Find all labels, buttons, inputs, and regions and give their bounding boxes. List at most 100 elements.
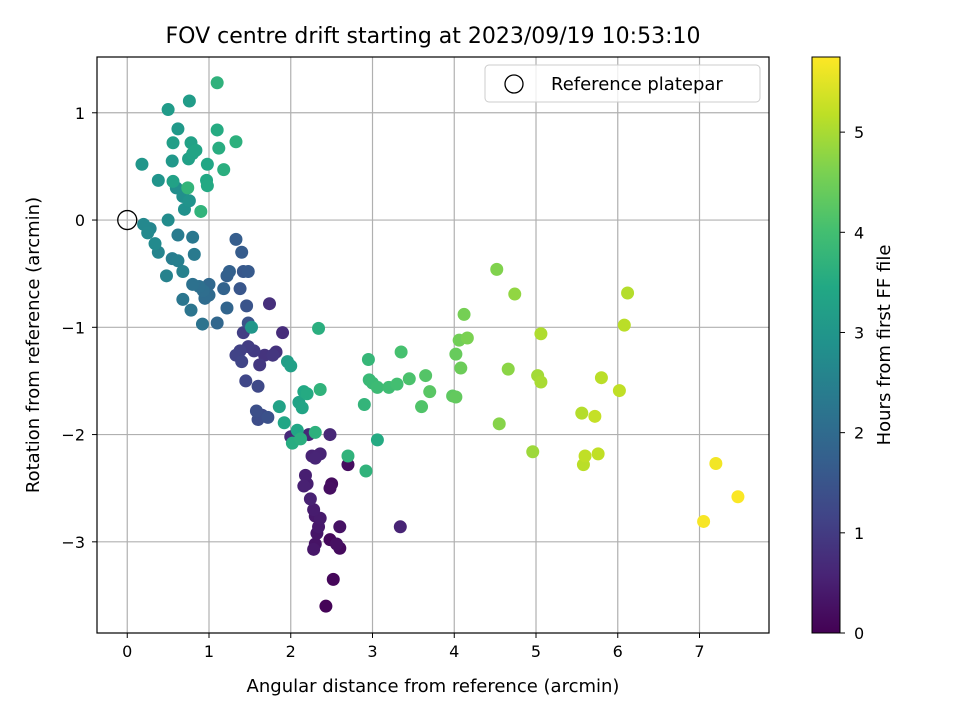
data-point (588, 409, 602, 423)
data-point (222, 265, 236, 279)
data-point (323, 481, 337, 495)
data-point (141, 226, 155, 240)
data-point (359, 464, 373, 478)
data-point (370, 433, 384, 447)
data-point (217, 282, 231, 296)
data-point (307, 503, 321, 517)
data-point (210, 76, 224, 90)
data-point (307, 542, 321, 556)
x-tick-label: 3 (367, 642, 377, 661)
data-point (575, 406, 589, 420)
data-point (176, 265, 190, 279)
data-point (251, 379, 265, 393)
data-point (272, 400, 286, 414)
data-point (161, 213, 175, 227)
data-point (135, 157, 149, 171)
data-point (323, 428, 337, 442)
data-point (526, 445, 540, 459)
data-point (308, 451, 322, 465)
data-point (709, 457, 723, 471)
data-point (313, 383, 327, 397)
data-point (184, 303, 198, 317)
data-point (253, 358, 267, 372)
data-point (423, 385, 437, 399)
data-point (402, 372, 416, 386)
data-point (261, 410, 275, 424)
x-tick-label: 0 (122, 642, 132, 661)
data-point (186, 230, 200, 244)
data-point (233, 282, 247, 296)
colorbar-label: Hours from first FF file (874, 245, 895, 446)
data-point (161, 103, 175, 117)
data-point (501, 362, 515, 376)
y-tick-label: −2 (61, 426, 85, 445)
data-point (212, 141, 226, 155)
data-point (276, 326, 290, 340)
data-point (186, 277, 200, 291)
data-point (297, 479, 311, 493)
data-point (165, 154, 179, 168)
data-point (612, 384, 626, 398)
data-point (308, 425, 322, 439)
legend-marker-icon (504, 74, 524, 94)
legend-box (484, 64, 761, 103)
x-tick-label: 7 (694, 642, 704, 661)
y-tick-label: −1 (61, 318, 85, 337)
data-point (194, 204, 208, 218)
data-point (419, 369, 433, 383)
data-point (578, 449, 592, 463)
data-point (330, 537, 344, 551)
data-point (266, 348, 280, 362)
data-point (277, 416, 291, 430)
data-point (594, 371, 608, 385)
data-point (200, 157, 214, 171)
data-point (303, 492, 317, 506)
data-point (370, 380, 384, 394)
grid-lines (97, 57, 769, 633)
legend: Reference platepar (484, 64, 761, 103)
data-point (200, 179, 214, 193)
data-point (181, 181, 195, 195)
plot-frame (96, 56, 770, 634)
colorbar-tick-label: 2 (854, 424, 864, 443)
data-point (393, 520, 407, 534)
data-point (449, 390, 463, 404)
y-axis-label: Rotation from reference (arcmin) (23, 197, 44, 493)
data-point (171, 122, 185, 136)
data-point (454, 361, 468, 375)
data-point (294, 432, 308, 446)
y-axis: 1 0 −1 −2 −3 (61, 104, 97, 552)
data-point (492, 417, 506, 431)
data-point (235, 355, 249, 369)
data-point (326, 572, 340, 586)
data-point (319, 599, 333, 613)
data-point (621, 286, 635, 300)
data-point (217, 163, 231, 177)
data-point (457, 307, 471, 321)
data-point (249, 404, 263, 418)
data-point (357, 398, 371, 412)
data-point (390, 377, 404, 391)
colorbar-tick-label: 0 (854, 624, 864, 643)
reference-point-icon (117, 209, 138, 231)
data-point (235, 245, 249, 259)
data-point (731, 490, 745, 504)
data-point (171, 228, 185, 242)
data-point (166, 174, 180, 188)
legend-entry-reference: Reference platepar (551, 74, 723, 95)
x-tick-label: 2 (286, 642, 296, 661)
colorbar-ticks: 0 1 2 3 4 5 (840, 123, 864, 643)
data-point (241, 265, 255, 279)
x-tick-label: 1 (204, 642, 214, 661)
data-point (229, 232, 243, 246)
data-point (182, 94, 196, 108)
data-point (245, 320, 259, 334)
data-point (171, 254, 185, 268)
data-point (239, 374, 253, 388)
data-point (415, 400, 429, 414)
data-point (534, 375, 548, 389)
data-point (159, 269, 173, 283)
data-point (490, 262, 504, 276)
data-point (508, 287, 522, 301)
